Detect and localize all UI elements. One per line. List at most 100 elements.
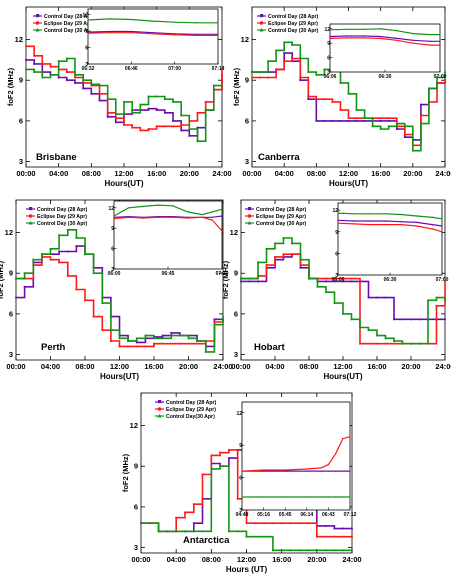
data-point xyxy=(82,82,85,84)
data-point xyxy=(178,342,181,345)
inset-data-point xyxy=(362,28,364,30)
data-point xyxy=(101,329,104,332)
data-point xyxy=(298,522,301,525)
inset-data-point xyxy=(152,20,154,22)
data-point xyxy=(188,134,191,137)
data-point xyxy=(333,549,336,552)
data-point xyxy=(25,58,27,61)
data-point xyxy=(106,98,109,101)
data-point xyxy=(90,84,93,87)
data-point xyxy=(65,57,68,60)
data-point xyxy=(307,549,309,552)
inset-data-point xyxy=(221,208,223,210)
inset-data-point xyxy=(87,32,89,34)
data-point xyxy=(33,63,36,65)
data-point xyxy=(393,342,395,345)
inset-y-tick-label: 6 xyxy=(327,56,330,62)
data-point xyxy=(267,76,269,79)
data-point xyxy=(127,340,130,342)
data-point xyxy=(325,291,327,294)
x-tick-label: 16:00 xyxy=(371,169,390,178)
inset-data-point xyxy=(329,29,331,31)
inset-data-point xyxy=(379,37,381,39)
inset-data-point xyxy=(263,469,265,471)
data-point xyxy=(204,109,207,111)
inset-data-point xyxy=(157,216,159,218)
data-point xyxy=(363,117,366,120)
inset-y-tick-label: 3 xyxy=(111,267,114,273)
data-point xyxy=(333,280,336,283)
legend-label: Eclipse Day (29 Apr) xyxy=(37,214,87,220)
data-point xyxy=(298,549,301,552)
y-tick-label: 12 xyxy=(15,35,23,44)
data-point xyxy=(66,250,69,253)
data-point xyxy=(379,128,382,130)
data-point xyxy=(131,111,134,114)
data-point xyxy=(315,119,318,122)
data-point xyxy=(201,530,204,533)
inset-data-point xyxy=(113,215,115,217)
inset-data-point xyxy=(113,216,115,218)
inset-frame xyxy=(329,23,441,73)
inset-data-point xyxy=(306,496,308,498)
data-point xyxy=(351,527,353,530)
inset-data-point xyxy=(368,224,371,226)
x-tick-label: 08:00 xyxy=(75,362,94,371)
data-point xyxy=(118,337,121,340)
inset-x-tick-label: 07:00 xyxy=(436,277,449,283)
data-point xyxy=(307,71,310,73)
data-point xyxy=(204,101,207,103)
inset-data-point xyxy=(441,231,443,233)
data-point xyxy=(315,549,318,552)
inset-data-point xyxy=(337,219,339,221)
inset-data-point xyxy=(362,37,364,39)
data-point xyxy=(355,117,358,120)
inset-y-tick-label: 3 xyxy=(335,273,338,279)
legend-marker xyxy=(29,207,33,211)
data-point xyxy=(333,535,336,538)
inset-x-tick-label: 05:45 xyxy=(279,512,292,518)
y-axis-label: foF2 (MHz) xyxy=(221,260,230,299)
inset-series-line-3 xyxy=(337,212,443,220)
panel-brisbane: 00:00 04:00 08:00 12:00 16:00 20:00 24:00 3 6 9 12… xyxy=(6,6,232,188)
inset-x-tick-label: 07:00 xyxy=(434,74,447,80)
inset-x-tick-label: 06:06 xyxy=(324,74,337,80)
y-axis-label: foF2 (MHz) xyxy=(6,67,15,106)
inset-data-point xyxy=(349,496,351,498)
data-point xyxy=(180,124,183,126)
data-point xyxy=(114,113,117,116)
data-point xyxy=(307,522,309,525)
inset-data-point xyxy=(327,496,329,498)
inset-data-point xyxy=(335,496,337,498)
data-point xyxy=(359,342,361,345)
inset-data-point xyxy=(201,216,203,218)
data-point xyxy=(74,82,76,84)
data-point xyxy=(240,280,242,283)
inset-data-point xyxy=(439,40,441,42)
data-point xyxy=(139,103,142,106)
data-point xyxy=(41,63,44,65)
data-point xyxy=(351,549,353,552)
inset-y-tick-label: 3 xyxy=(85,62,88,68)
inset-data-point xyxy=(400,213,402,216)
y-tick-label: 6 xyxy=(19,116,23,125)
data-point xyxy=(240,277,242,280)
data-point xyxy=(316,285,319,288)
series-line-3 xyxy=(16,229,224,353)
data-point xyxy=(435,304,438,307)
inset-data-point xyxy=(412,33,414,35)
legend-label: Control Day(30 Apr) xyxy=(166,414,215,420)
data-point xyxy=(444,318,446,321)
x-tick-label: 20:00 xyxy=(180,169,199,178)
data-point xyxy=(379,117,382,120)
data-point xyxy=(384,342,387,345)
data-point xyxy=(196,111,199,114)
x-tick-label: 16:00 xyxy=(147,169,166,178)
data-point xyxy=(254,535,257,538)
data-point xyxy=(25,45,27,48)
inset-data-point xyxy=(320,496,322,498)
data-point xyxy=(251,76,253,79)
series-line-2 xyxy=(141,449,352,538)
y-tick-label: 9 xyxy=(9,269,13,278)
inset-data-point xyxy=(335,453,337,455)
